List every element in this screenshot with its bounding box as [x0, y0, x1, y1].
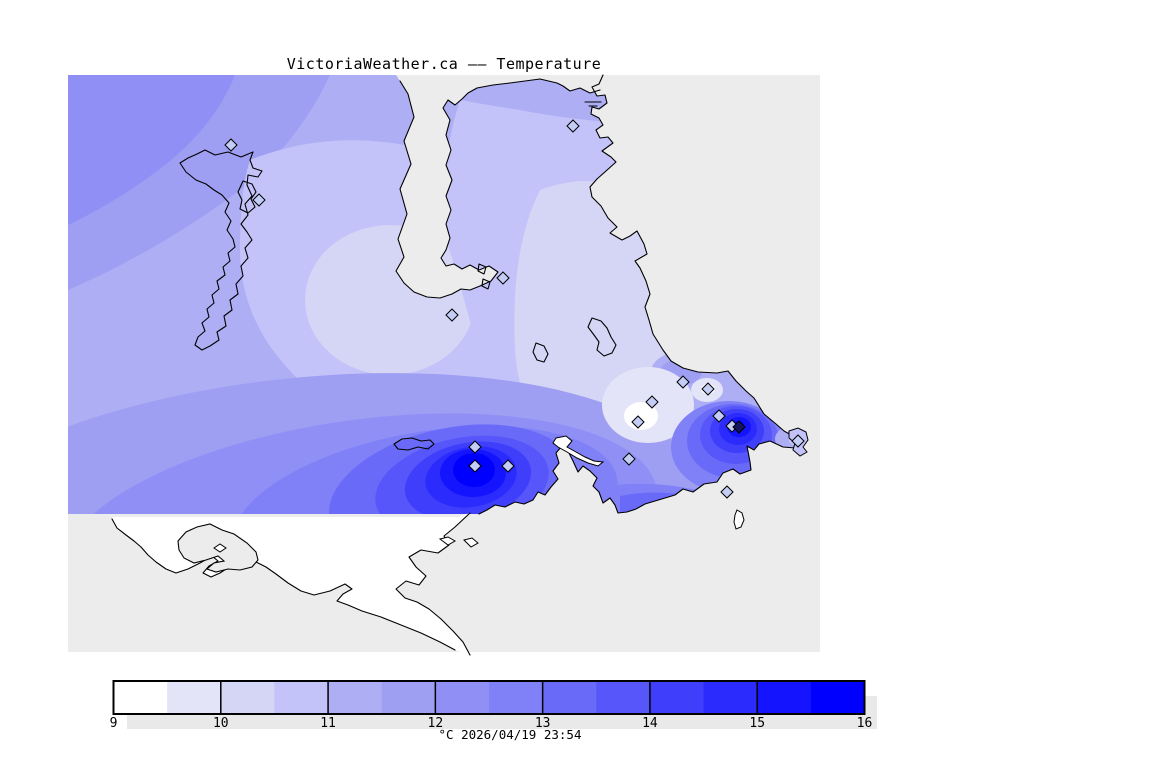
station-marker-icon	[645, 395, 659, 409]
colorbar-tick-labels: 9 10 11 12 13 14 15 16	[110, 716, 873, 731]
colorbar-tick-label: 9	[110, 716, 118, 731]
colorbar-border	[112, 680, 866, 715]
colorbar-segment	[274, 681, 329, 714]
station-marker-icon	[720, 485, 734, 499]
gorge-waterway	[552, 435, 605, 467]
station-marker-icon	[501, 459, 515, 473]
colorbar: 9 10 11 12 13 14 15 16 °C 2026/04/19 23:54	[110, 680, 877, 742]
colorbar-segment	[703, 681, 758, 714]
station-marker-icon	[791, 434, 805, 448]
station-marker-icon	[622, 452, 636, 466]
station-marker-icon	[712, 409, 726, 423]
station-marker-icon	[224, 138, 238, 152]
colorbar-tick-label: 12	[428, 716, 444, 731]
colorbar-segment	[435, 681, 490, 714]
station-marker-icon	[566, 119, 580, 133]
contour-band-nw-12-5	[68, 75, 235, 225]
colorbar-segment	[113, 681, 168, 714]
sidney-spit-lines	[584, 101, 602, 107]
colorbar-caption: °C 2026/04/19 23:54	[439, 727, 582, 742]
page-title: VictoriaWeather.ca —— Temperature	[287, 55, 602, 73]
colorbar-tick-label: 15	[749, 716, 765, 731]
colorbar-segment	[542, 681, 597, 714]
colorbar-ticks	[220, 681, 758, 714]
colorbar-tick-label: 11	[320, 716, 336, 731]
colorbar-segment	[167, 681, 222, 714]
lake-outlines	[179, 149, 617, 451]
colorbar-segments	[113, 681, 866, 714]
colorbar-tick-label: 16	[857, 716, 873, 731]
sooke-islet	[213, 543, 227, 553]
colorbar-tick-label: 14	[642, 716, 658, 731]
station-marker-icon	[701, 382, 715, 396]
colorbar-segment	[328, 681, 383, 714]
colorbar-segment	[757, 681, 812, 714]
station-marker-icon	[468, 459, 482, 473]
colorbar-segment	[489, 681, 544, 714]
station-marker-icon	[631, 415, 645, 429]
contour-peninsula-top-strip	[455, 78, 608, 122]
colorbar-segment	[381, 681, 436, 714]
colorbar-segment	[596, 681, 651, 714]
colorbar-segment	[220, 681, 276, 714]
station-marker-icon	[732, 420, 746, 434]
station-marker-icon	[676, 375, 690, 389]
station-marker-icon	[468, 440, 482, 454]
station-marker-icon	[252, 193, 266, 207]
colorbar-tick-label: 10	[213, 716, 229, 731]
colorbar-tick-label: 13	[535, 716, 551, 731]
colorbar-segment	[649, 681, 705, 714]
station-markers	[224, 119, 805, 499]
colorbar-segment	[810, 681, 866, 714]
station-marker-icon	[496, 271, 510, 285]
saanich-inlet-coastline	[395, 78, 601, 299]
station-marker-icon	[445, 308, 459, 322]
saanich-inlet-water	[396, 75, 603, 298]
